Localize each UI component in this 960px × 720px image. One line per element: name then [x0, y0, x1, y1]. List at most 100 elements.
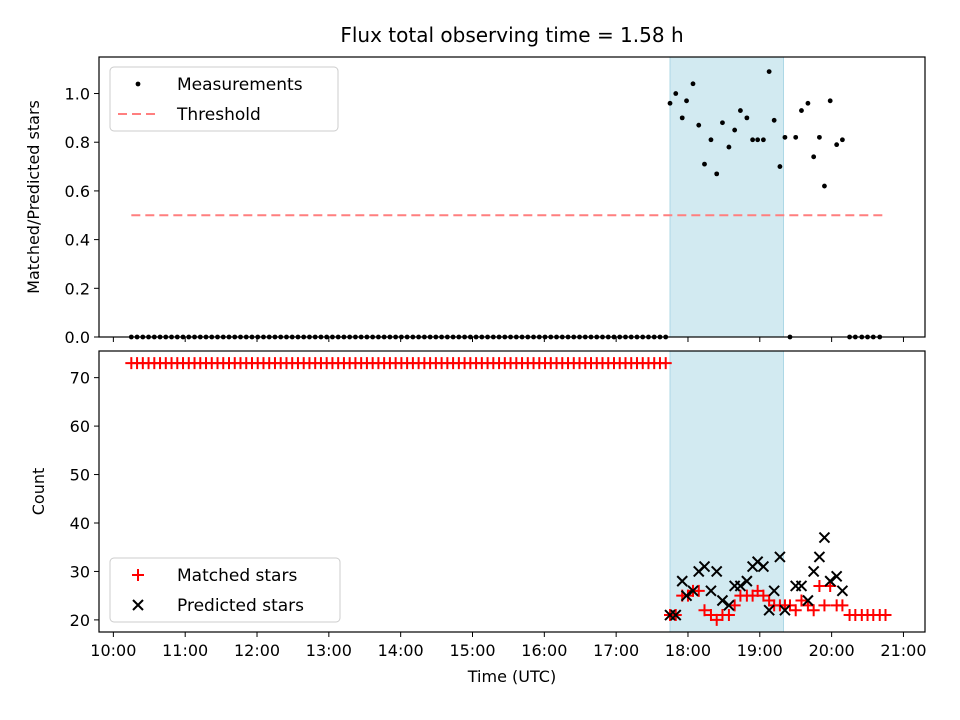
y-tick-label: 0.8 [65, 133, 90, 152]
measurement-point [673, 91, 679, 96]
chart-title: Flux total observing time = 1.58 h [340, 23, 683, 47]
x-tick-label: 16:00 [521, 641, 567, 660]
count-panel: 20 30 40 50 60 70 10:00 11:00 12:00 13:00 14:00 15:… [29, 350, 927, 686]
legend-label: Predicted stars [177, 596, 304, 616]
matched-star-marker [836, 599, 849, 612]
x-tick-label: 14:00 [378, 641, 424, 660]
y-tick-label: 70 [70, 369, 90, 388]
predicted-star-marker [768, 585, 780, 597]
y-tick-label: 20 [70, 611, 90, 630]
predicted-star-marker [824, 575, 836, 587]
measurement-point [827, 98, 833, 104]
x-tick-label: 12:00 [234, 641, 280, 660]
legend-measurement-marker [135, 81, 141, 87]
y-tick-label: 1.0 [65, 85, 90, 104]
axes-frame [98, 350, 926, 633]
predicted-star-marker [774, 551, 786, 563]
matched-star-marker [722, 609, 735, 622]
legend: Matched stars Predicted stars [109, 557, 341, 623]
measurement-point [708, 137, 714, 143]
legend: Measurements Threshold [109, 66, 339, 132]
predicted-star-marker [763, 604, 775, 616]
predicted-star-marker [716, 594, 729, 607]
predicted-star-marker [723, 599, 735, 612]
matched-star-marker [807, 604, 820, 617]
measurement-point [771, 117, 777, 123]
legend-label: Measurements [177, 75, 303, 95]
matched-star-marker [698, 604, 711, 617]
measurement-point [667, 100, 673, 106]
x-axis-label: Time (UTC) [467, 667, 556, 686]
x-tick-label: 17:00 [593, 641, 639, 660]
measurement-point [777, 164, 783, 169]
measurement-point [817, 134, 822, 140]
measurement-point [840, 137, 845, 143]
measurement-point [690, 81, 696, 87]
ratio-panel: 0.0 0.2 0.4 0.6 0.8 1.0 Matched/Predicted star… [24, 56, 926, 347]
measurement-point [702, 161, 707, 167]
y-axis-label: Count [29, 468, 48, 516]
matched-star-marker [879, 609, 892, 622]
y-tick-label: 0.4 [65, 231, 90, 250]
measurement-point [696, 122, 702, 128]
legend-box [109, 557, 341, 623]
measurement-point [834, 142, 840, 148]
predicted-star-marker [795, 580, 808, 592]
y-tick-label: 0.6 [65, 182, 90, 201]
matched-star-marker [795, 594, 808, 607]
legend-box [109, 66, 339, 132]
y-axis-label: Matched/Predicted stars [24, 100, 43, 294]
predicted-star-marker [813, 551, 826, 563]
y-tick-label: 50 [70, 466, 90, 485]
measurement-point [811, 154, 817, 160]
predicted-star-marker [741, 575, 753, 587]
y-tick-label: 40 [70, 514, 90, 533]
x-tick-label: 15:00 [449, 641, 495, 660]
matched-star-marker [813, 579, 826, 592]
matched-star-marker [659, 357, 672, 370]
y-tick-label: 0.0 [65, 328, 90, 347]
measurement-point [732, 127, 738, 133]
measurement-point [684, 98, 689, 104]
predicted-star-marker [802, 594, 814, 607]
y-tick-label: 30 [70, 562, 90, 581]
x-tick-label: 10:00 [90, 641, 136, 660]
observing-span [669, 56, 785, 338]
matched-star-marker [789, 604, 802, 617]
measurement-point [720, 120, 725, 126]
measurement-point [805, 100, 811, 106]
matched-star-marker [818, 599, 831, 612]
measurement-point [822, 183, 827, 189]
predicted-star-marker [807, 565, 820, 578]
observing-span [669, 350, 785, 633]
measurement-point [782, 134, 788, 140]
predicted-star-marker [757, 560, 770, 573]
legend-matched-marker [132, 569, 144, 581]
measurement-point [738, 108, 743, 113]
predicted-star-marker [836, 585, 849, 597]
x-tick-label: 13:00 [306, 641, 352, 660]
predicted-star-marker [734, 580, 747, 592]
measurement-point [750, 137, 756, 143]
x-tick-label: 18:00 [665, 641, 711, 660]
x-tick-label: 21:00 [880, 641, 926, 660]
predicted-star-marker [818, 531, 831, 544]
matched-star-marker [692, 584, 705, 597]
measurement-point [726, 144, 732, 150]
matched-star-marker [728, 599, 741, 612]
measurement-point [793, 134, 799, 140]
legend-label: Matched stars [177, 566, 297, 586]
predicted-star-marker [830, 570, 843, 582]
predicted-star-marker [779, 604, 791, 616]
measurement-point [714, 171, 720, 177]
predicted-star-marker [698, 560, 711, 573]
axes-frame [98, 56, 926, 338]
y-tick-label: 60 [70, 417, 90, 436]
predicted-star-marker [687, 585, 699, 597]
measurement-point [799, 108, 804, 113]
predicted-star-marker [710, 565, 723, 578]
measurement-point [679, 115, 685, 121]
measurement-point [744, 115, 750, 121]
predicted-star-marker [676, 575, 688, 587]
